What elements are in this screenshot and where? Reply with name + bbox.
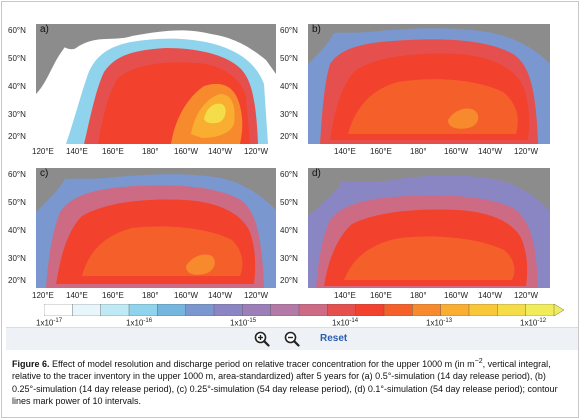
map-b xyxy=(308,24,550,144)
lon-label: 140°E xyxy=(334,147,356,156)
map-c xyxy=(36,168,276,288)
colorbar-swatch xyxy=(157,304,187,316)
lon-label: 160°W xyxy=(174,291,199,300)
lat-label: 60°N xyxy=(280,170,298,179)
figure-image: 60°N 50°N 40°N 30°N 20°N a) 120°E 140°E … xyxy=(6,6,578,328)
colorbar-swatch xyxy=(128,304,159,316)
lat-label: 20°N xyxy=(8,132,26,141)
colorbar-swatch xyxy=(298,304,329,316)
lat-label: 50°N xyxy=(8,198,26,207)
colorbar-swatch xyxy=(213,304,244,316)
colorbar-swatch xyxy=(327,304,357,316)
colorbar-swatch xyxy=(440,304,470,316)
lat-label: 40°N xyxy=(8,226,26,235)
lat-label: 30°N xyxy=(8,110,26,119)
reset-button[interactable]: Reset xyxy=(320,333,348,344)
lon-label: 180° xyxy=(410,291,427,300)
lon-label: 160°E xyxy=(102,291,124,300)
lon-label: 120°W xyxy=(244,147,269,156)
lat-label: 50°N xyxy=(280,54,298,63)
colorbar xyxy=(44,304,564,316)
figure-caption: Figure 6. Effect of model resolution and… xyxy=(12,356,572,407)
colorbar-swatch xyxy=(468,304,499,316)
lat-label: 50°N xyxy=(8,54,26,63)
zoom-in-icon[interactable] xyxy=(254,331,270,347)
lat-label: 40°N xyxy=(280,226,298,235)
lon-label: 160°E xyxy=(102,147,124,156)
lon-label: 120°W xyxy=(514,291,539,300)
colorbar-swatch xyxy=(383,304,414,316)
lon-label: 120°W xyxy=(244,291,269,300)
panel-letter: d) xyxy=(312,168,321,179)
colorbar-swatch xyxy=(497,304,527,316)
colorbar-label: 1x10-14 xyxy=(332,318,359,328)
lon-label: 140°E xyxy=(334,291,356,300)
colorbar-label: 1x10-16 xyxy=(126,318,153,328)
lon-label: 120°E xyxy=(32,291,54,300)
colorbar-label: 1x10-13 xyxy=(426,318,453,328)
lon-label: 160°E xyxy=(370,291,392,300)
lat-label: 60°N xyxy=(8,26,26,35)
panel-letter: a) xyxy=(40,24,49,35)
colorbar-swatch xyxy=(100,304,130,316)
lat-label: 50°N xyxy=(280,198,298,207)
lat-label: 30°N xyxy=(8,254,26,263)
zoom-toolbar: Reset xyxy=(6,327,578,350)
lon-label: 140°W xyxy=(478,147,503,156)
colorbar-swatch xyxy=(185,304,215,316)
colorbar-swatch xyxy=(412,304,442,316)
map-a xyxy=(36,24,276,144)
zoom-out-icon[interactable] xyxy=(284,331,300,347)
lat-label: 60°N xyxy=(280,26,298,35)
lon-label: 120°W xyxy=(514,147,539,156)
lat-label: 30°N xyxy=(280,110,298,119)
lon-label: 160°W xyxy=(444,147,469,156)
lat-label: 60°N xyxy=(8,170,26,179)
caption-exp: −2 xyxy=(474,358,483,365)
colorbar-swatch xyxy=(355,304,385,316)
lon-label: 140°W xyxy=(208,291,233,300)
colorbar-swatch xyxy=(525,304,555,316)
caption-text-2: , vertical integral, relative to the tra… xyxy=(12,359,558,406)
map-d xyxy=(308,168,550,288)
lon-label: 180° xyxy=(410,147,427,156)
caption-text: Effect of model resolution and discharge… xyxy=(52,359,475,369)
lat-label: 40°N xyxy=(8,82,26,91)
lon-label: 180° xyxy=(142,147,159,156)
panel-letter: c) xyxy=(40,168,49,179)
lat-label: 20°N xyxy=(280,132,298,141)
colorbar-label: 1x10-15 xyxy=(230,318,257,328)
colorbar-swatch xyxy=(44,304,74,316)
lon-label: 120°E xyxy=(32,147,54,156)
lon-label: 160°E xyxy=(370,147,392,156)
colorbar-swatch xyxy=(72,304,102,316)
colorbar-swatch xyxy=(270,304,300,316)
lon-label: 160°W xyxy=(174,147,199,156)
lon-label: 140°W xyxy=(208,147,233,156)
lon-label: 160°W xyxy=(444,291,469,300)
colorbar-label: 1x10-17 xyxy=(36,318,63,328)
lat-label: 20°N xyxy=(8,276,26,285)
lon-label: 180° xyxy=(142,291,159,300)
panel-letter: b) xyxy=(312,24,321,35)
lat-label: 30°N xyxy=(280,254,298,263)
lat-label: 20°N xyxy=(280,276,298,285)
lon-label: 140°E xyxy=(66,291,88,300)
lat-label: 40°N xyxy=(280,82,298,91)
colorbar-label: 1x10-12 xyxy=(520,318,547,328)
colorbar-swatch xyxy=(242,304,272,316)
lon-label: 140°E xyxy=(66,147,88,156)
lon-label: 140°W xyxy=(478,291,503,300)
colorbar-arrow xyxy=(553,304,564,316)
caption-title: Figure 6. xyxy=(12,359,50,369)
